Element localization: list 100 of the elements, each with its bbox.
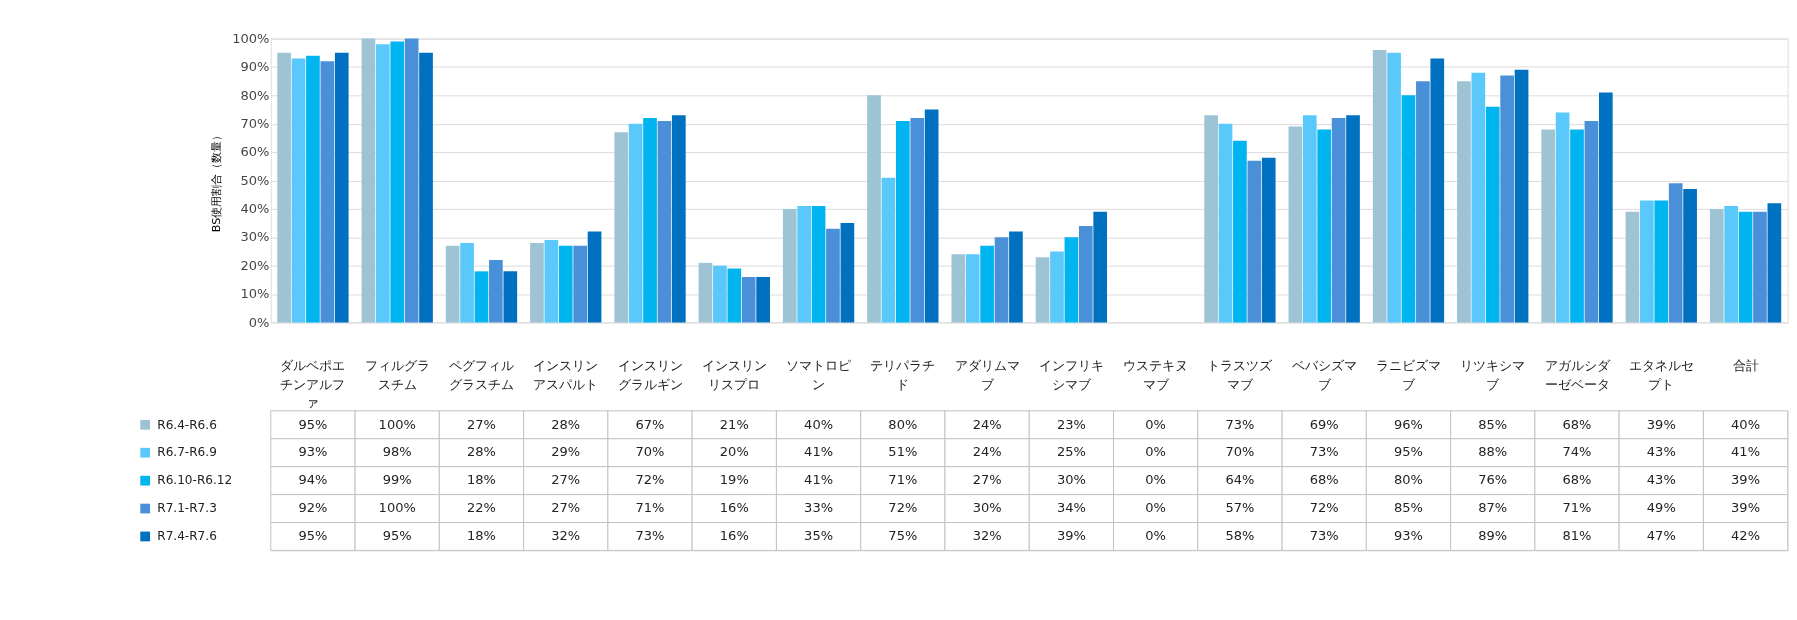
x-tick-label: 合計: [1732, 357, 1759, 373]
data-label: 34%: [1056, 500, 1086, 516]
data-label: 19%: [719, 472, 749, 488]
data-label: 74%: [1562, 444, 1592, 460]
data-label: 64%: [1225, 472, 1255, 488]
data-label: 58%: [1225, 528, 1255, 544]
data-label: 29%: [551, 444, 581, 460]
data-label: 95%: [298, 416, 328, 432]
data-label: 21%: [719, 416, 749, 432]
data-label: 100%: [378, 416, 416, 432]
data-label: 85%: [1394, 500, 1423, 516]
data-label: 41%: [804, 444, 834, 460]
data-label: 94%: [298, 472, 328, 488]
data-label: 70%: [635, 444, 665, 460]
x-tick-label: インスリングラルギン: [617, 357, 683, 392]
data-label: 18%: [467, 472, 496, 488]
data-label: 80%: [888, 416, 918, 432]
y-tick-label: 20%: [240, 257, 270, 273]
data-label: 27%: [551, 500, 581, 516]
data-label: 81%: [1562, 528, 1592, 544]
x-tick-label: アダリムマブ: [954, 357, 1020, 392]
data-label: 68%: [1562, 416, 1592, 432]
data-label: 39%: [1056, 528, 1086, 544]
y-tick-label: 50%: [240, 172, 270, 188]
data-label: 16%: [719, 500, 749, 516]
y-tick-label: 90%: [240, 59, 270, 75]
data-label: 68%: [1309, 472, 1339, 488]
data-label: 85%: [1478, 416, 1508, 432]
x-tick-label: フィルグラスチム: [364, 357, 430, 392]
data-label: 76%: [1478, 472, 1508, 488]
data-label: 0%: [1145, 528, 1166, 544]
data-label: 71%: [635, 500, 665, 516]
x-tick-label: インスリンアスパルト: [533, 357, 599, 392]
data-label: 24%: [972, 444, 1002, 460]
data-label: 0%: [1145, 444, 1166, 460]
x-tick-label: ラニビズマブ: [1375, 357, 1441, 392]
data-label: 98%: [382, 444, 412, 460]
data-label: 39%: [1646, 416, 1676, 432]
data-label: 40%: [1731, 416, 1761, 432]
y-tick-label: 0%: [248, 314, 270, 330]
y-tick-label: 10%: [240, 286, 270, 302]
data-label: 51%: [888, 444, 918, 460]
data-label: 39%: [1731, 472, 1761, 488]
data-label: 73%: [1309, 444, 1339, 460]
x-tick-label: アガルシダーゼベータ: [1544, 357, 1611, 392]
data-label: 41%: [1731, 444, 1761, 460]
legend-label: R6.4-R6.6: [157, 417, 217, 432]
x-tick-label: テリパラチド: [870, 357, 936, 392]
data-label: 0%: [1145, 500, 1166, 516]
y-tick-label: 40%: [240, 201, 270, 217]
y-tick-label: 100%: [232, 30, 270, 46]
data-label: 30%: [972, 500, 1002, 516]
data-label: 30%: [1056, 472, 1086, 488]
data-label: 28%: [551, 416, 581, 432]
data-label: 67%: [635, 416, 665, 432]
legend-label: R6.7-R6.9: [157, 445, 217, 460]
data-label: 88%: [1478, 444, 1508, 460]
data-label: 87%: [1478, 500, 1508, 516]
data-label: 100%: [378, 500, 416, 516]
data-label: 0%: [1145, 472, 1166, 488]
data-label: 57%: [1225, 500, 1255, 516]
y-tick-label: 70%: [240, 115, 270, 131]
data-label: 33%: [804, 500, 834, 516]
data-label: 41%: [804, 472, 834, 488]
data-label: 80%: [1394, 472, 1423, 488]
data-label: 49%: [1646, 500, 1676, 516]
data-label: 43%: [1646, 472, 1676, 488]
data-label: 43%: [1646, 444, 1676, 460]
data-label: 0%: [1145, 416, 1166, 432]
data-label: 93%: [298, 444, 328, 460]
data-label: 99%: [382, 472, 412, 488]
legend-label: R7.1-R7.3: [157, 501, 217, 516]
data-label: 95%: [382, 528, 412, 544]
data-label: 95%: [1394, 444, 1423, 460]
data-label: 47%: [1646, 528, 1676, 544]
data-label: 69%: [1309, 416, 1339, 432]
x-tick-label: リツキシマブ: [1460, 357, 1526, 392]
data-label: 92%: [298, 500, 328, 516]
data-label: 95%: [298, 528, 328, 544]
data-label: 25%: [1056, 444, 1086, 460]
data-label: 27%: [972, 472, 1002, 488]
data-label: 71%: [1562, 500, 1592, 516]
x-tick-label: ウステキヌマブ: [1123, 357, 1189, 392]
data-label: 71%: [888, 472, 918, 488]
data-label: 28%: [467, 444, 496, 460]
x-tick-label: ソマトロピン: [786, 357, 852, 392]
data-label: 72%: [635, 472, 665, 488]
data-label: 68%: [1562, 472, 1592, 488]
data-label: 89%: [1478, 528, 1508, 544]
y-tick-label: 30%: [240, 229, 270, 245]
data-label: 24%: [972, 416, 1002, 432]
data-label: 93%: [1394, 528, 1423, 544]
data-label: 18%: [467, 528, 496, 544]
data-label: 35%: [804, 528, 834, 544]
data-label: 32%: [972, 528, 1002, 544]
y-tick-label: 60%: [240, 144, 270, 160]
data-label: 22%: [467, 500, 496, 516]
x-tick-label: インフリキシマブ: [1038, 357, 1104, 392]
data-label: 70%: [1225, 444, 1255, 460]
data-label: 72%: [1309, 500, 1339, 516]
